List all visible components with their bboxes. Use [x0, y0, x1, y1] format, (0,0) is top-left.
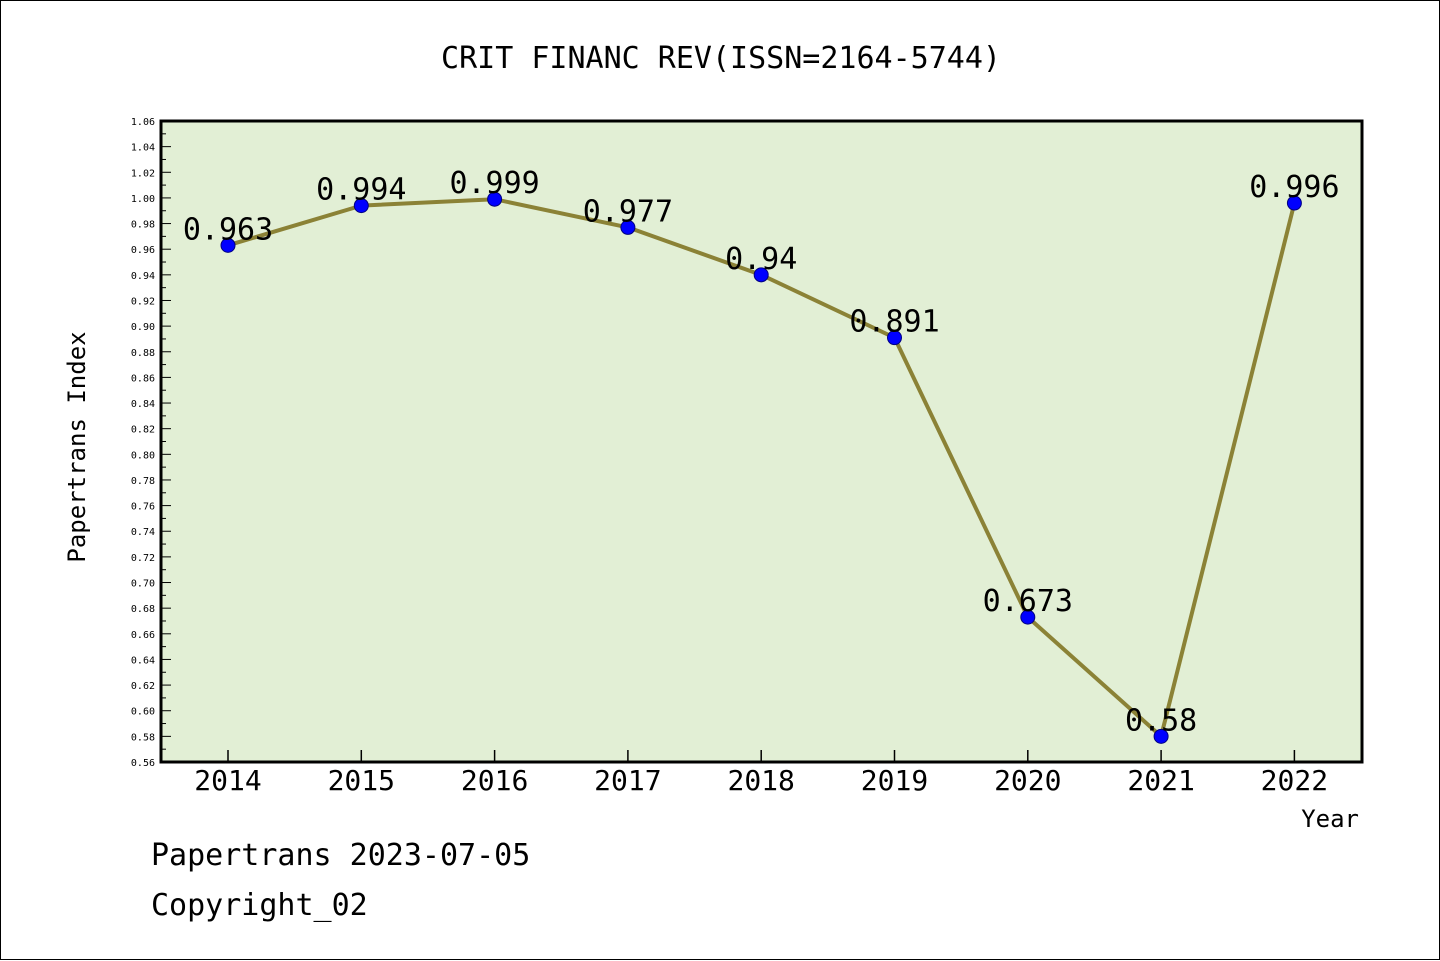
y-tick-label: 0.66: [131, 630, 155, 641]
y-tick-label: 0.78: [131, 476, 155, 487]
y-tick-label: 0.56: [131, 758, 155, 769]
data-label: 0.977: [583, 194, 673, 229]
data-label: 0.963: [183, 212, 273, 247]
y-tick-label: 1.00: [131, 194, 155, 205]
plot-area: [161, 121, 1362, 762]
y-tick-label: 0.86: [131, 373, 155, 384]
y-tick-label: 0.98: [131, 220, 155, 231]
y-tick-label: 0.82: [131, 425, 155, 436]
data-label: 0.994: [316, 173, 406, 208]
data-point: [620, 219, 636, 235]
data-label: 0.999: [449, 166, 539, 201]
x-tick-label: 2017: [594, 764, 661, 797]
y-tick-label: 0.70: [131, 579, 155, 590]
x-tick-label: 2019: [861, 764, 928, 797]
y-tick-label: 0.74: [131, 527, 155, 538]
x-tick-label: 2014: [194, 764, 261, 797]
y-tick-label: 0.58: [131, 732, 155, 743]
data-label: 0.996: [1249, 170, 1339, 205]
y-tick-label: 0.96: [131, 245, 155, 256]
y-axis-label: Papertrans Index: [63, 331, 91, 562]
y-tick-label: 0.80: [131, 450, 155, 461]
footer-copyright: Copyright_02: [151, 888, 368, 923]
chart-title: CRIT FINANC REV(ISSN=2164-5744): [441, 41, 1001, 76]
y-tick-label: 0.94: [131, 271, 155, 282]
data-label: 0.673: [983, 584, 1073, 619]
plot-frame: [159, 119, 1364, 764]
y-tick-label: 1.04: [131, 143, 155, 154]
y-tick-label: 0.90: [131, 322, 155, 333]
data-label: 0.94: [725, 242, 797, 277]
y-tick-label: 1.02: [131, 168, 155, 179]
y-tick-label: 0.68: [131, 604, 155, 615]
data-point: [753, 267, 769, 283]
footer-date: Papertrans 2023-07-05: [151, 838, 530, 873]
x-tick-label: 2021: [1127, 764, 1194, 797]
y-tick-label: 0.60: [131, 707, 155, 718]
x-axis-ticks: 2014 2015 2016 2017 2018 2019 2020 2021 2022: [194, 750, 1328, 797]
y-tick-label: 0.92: [131, 296, 155, 307]
data-point: [353, 198, 369, 214]
x-tick-label: 2020: [994, 764, 1061, 797]
x-tick-label: 2016: [461, 764, 528, 797]
y-tick-label: 0.88: [131, 348, 155, 359]
x-tick-label: 2022: [1261, 764, 1328, 797]
series-layer: 0.963 0.994 0.999 0.977 0.94 0.891 0.673 0.58 0.…: [183, 166, 1340, 744]
x-axis-label: Year: [1301, 805, 1359, 833]
x-tick-label: 2018: [727, 764, 794, 797]
y-tick-label: 0.76: [131, 502, 155, 513]
data-label: 0.58: [1125, 703, 1197, 738]
data-point: [1020, 609, 1036, 625]
y-tick-label: 0.72: [131, 553, 155, 564]
data-label: 0.891: [849, 305, 939, 340]
y-tick-label: 1.06: [131, 117, 155, 128]
y-tick-label: 0.84: [131, 399, 155, 410]
data-point: [1153, 728, 1169, 744]
x-tick-label: 2015: [328, 764, 395, 797]
data-point: [487, 191, 503, 207]
data-point: [887, 330, 902, 346]
y-axis-ticks: 0.56 0.58 0.60 0.62 0.64 0.66 0.68 0.70 0.72 0.74…: [131, 117, 171, 769]
y-tick-label: 0.62: [131, 681, 155, 692]
data-point: [220, 237, 236, 253]
y-tick-label: 0.64: [131, 655, 155, 666]
data-point: [1286, 195, 1302, 211]
